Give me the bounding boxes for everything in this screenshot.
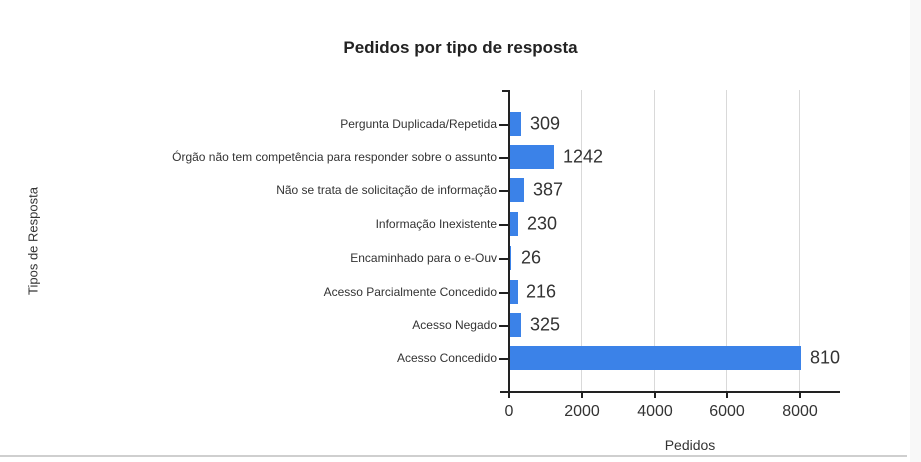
category-label: Órgão não tem competência para responder… [172,150,497,164]
value-label: 309 [530,113,561,134]
category-label: Encaminhado para o e-Ouv [350,251,497,265]
value-label: 810 [810,347,841,368]
gridline-8000 [799,90,800,392]
value-label: 387 [533,179,564,200]
category-label: Informação Inexistente [375,217,497,231]
y-axis-title: Tipos de Resposta [25,187,41,295]
bar-acesso-concedido[interactable] [510,346,801,370]
x-axis-line [500,391,840,393]
chart-title: Pedidos por tipo de resposta [343,38,578,57]
x-tick-label: 4000 [637,403,673,420]
y-tick [499,325,508,327]
y-axis-line [508,90,510,392]
bar-acesso-negado[interactable] [510,313,521,337]
value-label: 216 [526,281,557,302]
right-edge-panel [910,0,921,462]
y-tick [499,224,508,226]
x-tick-2000 [581,391,583,398]
y-tick [499,258,508,260]
gridline-4000 [654,90,655,392]
y-tick [499,190,508,192]
y-tick [499,358,508,360]
x-tick-6000 [726,391,728,398]
y-axis-cap [502,90,510,92]
category-label: Acesso Negado [412,318,497,332]
y-tick [499,292,508,294]
y-tick [499,157,508,159]
x-tick-label: 6000 [709,403,745,420]
x-tick-4000 [654,391,656,398]
x-tick-label: 8000 [782,403,818,420]
x-tick-label: 2000 [564,403,600,420]
x-tick-label: 0 [504,403,514,420]
gridline-2000 [581,90,582,392]
bar-nao-solicitacao[interactable] [510,178,524,202]
bar-acesso-parcial[interactable] [510,280,518,304]
category-label: Acesso Concedido [396,351,497,365]
gridline-6000 [726,90,727,392]
x-tick-8000 [799,391,801,398]
category-label: Não se trata de solicitação de informaçã… [276,183,497,197]
x-tick-0 [508,391,510,398]
bottom-divider [0,455,907,457]
value-label: 1242 [563,146,604,167]
value-label: 230 [527,213,558,234]
category-label: Acesso Parcialmente Concedido [323,285,497,299]
bar-informacao-inexistente[interactable] [510,212,518,236]
bar-encaminhado-e-ouv[interactable] [510,246,511,270]
value-label: 325 [530,314,561,335]
y-tick [499,124,508,126]
value-label: 26 [521,247,542,268]
bar-orgao-sem-competencia[interactable] [510,145,554,169]
bar-pergunta-duplicada[interactable] [510,112,521,136]
x-axis-title: Pedidos [664,437,716,453]
category-label: Pergunta Duplicada/Repetida [340,117,497,131]
